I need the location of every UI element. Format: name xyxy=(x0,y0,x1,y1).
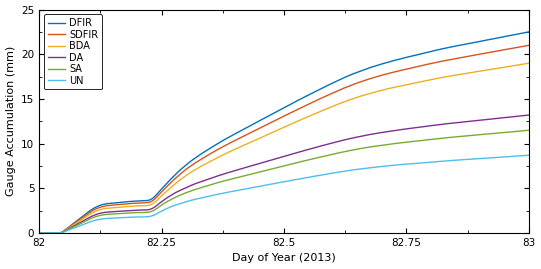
BDA xyxy=(61,229,68,233)
UN xyxy=(422,161,428,164)
SDFIR xyxy=(274,118,281,121)
SDFIR xyxy=(511,46,518,49)
BDA xyxy=(36,231,42,235)
UN xyxy=(61,230,68,233)
DFIR xyxy=(422,51,428,55)
UN xyxy=(274,181,281,185)
UN xyxy=(511,155,518,158)
DA xyxy=(511,115,518,118)
DA xyxy=(36,231,42,235)
SA xyxy=(261,169,268,172)
Line: SA: SA xyxy=(39,130,529,233)
SA xyxy=(511,130,518,133)
UN xyxy=(512,155,518,158)
Legend: DFIR, SDFIR, BDA, DA, SA, UN: DFIR, SDFIR, BDA, DA, SA, UN xyxy=(44,15,102,90)
SA xyxy=(36,231,42,235)
DFIR xyxy=(39,231,46,235)
Line: BDA: BDA xyxy=(39,63,529,233)
Line: SDFIR: SDFIR xyxy=(39,45,529,233)
DA xyxy=(511,115,518,118)
UN xyxy=(36,231,42,235)
SDFIR xyxy=(61,229,68,232)
SA xyxy=(274,166,281,169)
DA xyxy=(421,125,428,128)
SDFIR xyxy=(36,231,43,235)
DFIR xyxy=(36,231,42,235)
Y-axis label: Gauge Accumulation (mm): Gauge Accumulation (mm) xyxy=(5,46,16,196)
BDA xyxy=(511,64,518,67)
DA xyxy=(261,160,268,164)
BDA xyxy=(525,62,532,65)
DA xyxy=(274,157,281,160)
Line: DFIR: DFIR xyxy=(39,32,529,233)
DFIR xyxy=(512,33,518,36)
SDFIR xyxy=(525,44,532,47)
SDFIR xyxy=(422,63,428,66)
DFIR xyxy=(274,109,281,113)
DA xyxy=(61,230,68,233)
UN xyxy=(261,184,268,187)
SA xyxy=(525,129,532,132)
DFIR xyxy=(511,33,518,36)
DFIR xyxy=(261,116,268,120)
DA xyxy=(525,114,532,117)
SDFIR xyxy=(261,124,268,128)
SA xyxy=(61,230,68,233)
BDA xyxy=(274,129,281,132)
X-axis label: Day of Year (2013): Day of Year (2013) xyxy=(232,253,336,263)
DFIR xyxy=(61,229,68,232)
BDA xyxy=(511,64,518,67)
DFIR xyxy=(525,30,532,33)
BDA xyxy=(421,79,428,83)
UN xyxy=(40,231,47,235)
SA xyxy=(511,130,518,133)
Line: UN: UN xyxy=(39,155,529,233)
Line: DA: DA xyxy=(39,115,529,233)
SDFIR xyxy=(36,231,42,235)
BDA xyxy=(261,134,268,138)
SDFIR xyxy=(512,46,518,49)
UN xyxy=(525,154,532,157)
SA xyxy=(421,139,428,142)
